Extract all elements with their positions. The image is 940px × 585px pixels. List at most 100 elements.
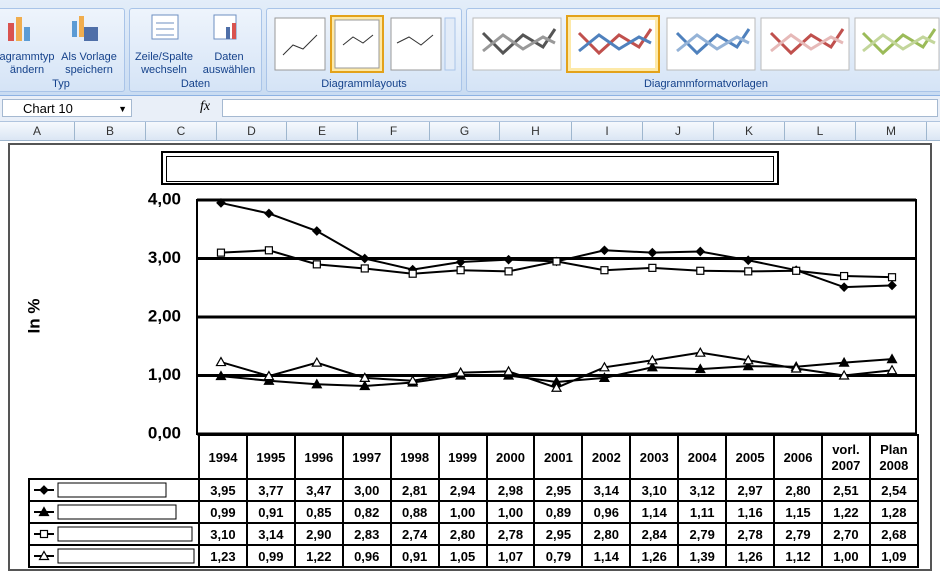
column-header[interactable]: H (500, 122, 572, 140)
column-header[interactable]: C (146, 122, 217, 140)
marker (695, 246, 706, 257)
marker (886, 353, 898, 364)
y-tick-label: 0,00 (148, 423, 181, 442)
chart-title-inner (166, 156, 774, 182)
marker (838, 356, 850, 367)
marker (263, 370, 275, 381)
column-header[interactable]: J (643, 122, 714, 140)
button-label[interactable]: Daten auswählen (202, 51, 256, 76)
column-header[interactable]: K (714, 122, 785, 140)
group-label: Daten (180, 78, 211, 90)
value-cell: 2,95 (533, 478, 584, 502)
value-cell: 1,11 (677, 500, 728, 524)
marker (264, 246, 273, 255)
value-cell: 0,89 (533, 500, 584, 524)
value-cell: 1,14 (629, 500, 680, 524)
group-label: Diagrammlayouts (321, 78, 407, 90)
category-cell: 2001 (533, 434, 584, 480)
marker (598, 361, 610, 372)
formula-input[interactable] (222, 99, 938, 117)
value-cell: 2,51 (820, 478, 871, 502)
value-cell: 1,39 (677, 544, 728, 568)
value-cell: 0,91 (245, 500, 296, 524)
column-header[interactable]: A (0, 122, 75, 140)
value-cell: 3,95 (198, 478, 248, 502)
table-row: 3,10 3,14 2,90 2,83 2,74 2,80 2,78 2,95 2,80 2,84… (28, 522, 919, 546)
marker (887, 280, 897, 291)
legend-key-cell (28, 544, 200, 568)
ribbon: agrammtyp ändern Als Vorlage speichern T… (0, 0, 940, 96)
marker (839, 282, 849, 293)
column-header[interactable]: L (785, 122, 856, 140)
marker (456, 266, 465, 275)
value-cell: 1,00 (820, 544, 871, 568)
value-cell: 1,15 (773, 500, 823, 524)
column-header[interactable]: F (358, 122, 430, 140)
marker (552, 257, 561, 266)
marker (359, 380, 371, 391)
value-cell: 1,26 (725, 544, 776, 568)
value-cell: 0,79 (533, 544, 584, 568)
category-cell: 1999 (437, 434, 488, 480)
column-header[interactable]: M (856, 122, 927, 140)
marker (648, 263, 657, 272)
button-label[interactable]: agrammtyp ändern (0, 51, 55, 76)
column-header[interactable]: D (217, 122, 287, 140)
category-cell: 1995 (245, 434, 296, 480)
icon (213, 14, 237, 40)
legend-key-cell (28, 478, 200, 502)
data-table: 1994 1995 1996 1997 1998 1999 2000 2001 2002 2003… (28, 434, 919, 568)
marker (550, 382, 563, 392)
y-tick-label: 2,00 (148, 306, 181, 325)
marker (360, 264, 369, 273)
marker (359, 372, 371, 382)
value-cell: 2,78 (485, 522, 536, 546)
marker (263, 375, 275, 385)
value-cell: 3,14 (581, 478, 632, 502)
button-label[interactable]: Zeile/Spalte wechseln (134, 51, 194, 76)
value-cell: 3,47 (293, 478, 344, 502)
value-cell: 0,96 (581, 500, 632, 524)
marker (647, 247, 658, 258)
column-header[interactable]: B (75, 122, 146, 140)
category-cell: 1998 (389, 434, 440, 480)
marker (311, 226, 322, 236)
layout-gallery[interactable] (273, 15, 457, 75)
marker (38, 550, 50, 561)
value-cell: 2,78 (725, 522, 776, 546)
value-cell: 1,23 (198, 544, 248, 568)
y-tick-label: 4,00 (148, 189, 181, 208)
value-cell: 3,77 (245, 478, 296, 502)
value-cell: 1,26 (629, 544, 680, 568)
value-cell: 1,22 (293, 544, 344, 568)
marker (743, 255, 754, 266)
marker (694, 346, 706, 357)
style-gallery[interactable] (471, 15, 940, 75)
value-cell: 0,99 (198, 500, 248, 524)
value-cell: 1,12 (773, 544, 823, 568)
column-header[interactable]: E (287, 122, 358, 140)
category-cell: Plan 2008 (868, 434, 919, 480)
table-row: 0,99 0,91 0,85 0,82 0,88 1,00 1,00 0,89 0,96 1,14… (28, 500, 919, 524)
category-cell: 2003 (629, 434, 680, 480)
column-header[interactable]: G (430, 122, 500, 140)
value-cell: 0,82 (341, 500, 392, 524)
value-cell: 2,81 (389, 478, 440, 502)
table-row: 1,23 0,99 1,22 0,96 0,91 1,05 1,07 0,79 1,14 1,26… (28, 544, 919, 568)
column-header[interactable]: I (572, 122, 643, 140)
value-cell: 2,79 (677, 522, 728, 546)
marker (838, 369, 850, 380)
value-cell: 2,90 (293, 522, 344, 546)
button-label[interactable]: Als Vorlage speichern (61, 51, 117, 76)
value-cell: 3,10 (629, 478, 680, 502)
marker (312, 260, 321, 269)
marker (215, 370, 227, 381)
marker (311, 356, 323, 367)
marker (742, 354, 754, 365)
marker (646, 361, 658, 372)
name-box[interactable]: Chart 10 ▼ (2, 99, 132, 117)
value-cell: 2,83 (341, 522, 392, 546)
marker (504, 267, 513, 276)
marker (407, 375, 419, 385)
